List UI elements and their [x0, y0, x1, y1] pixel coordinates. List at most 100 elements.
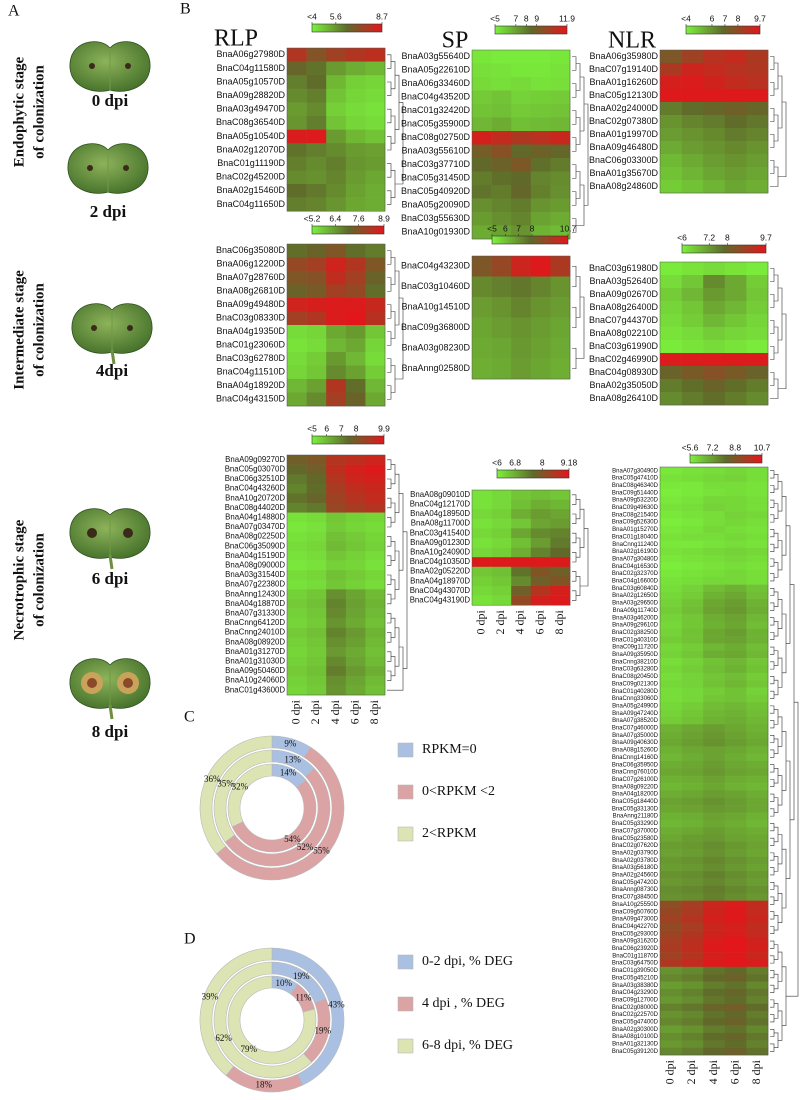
heatmap-cell [491, 90, 512, 105]
heatmap-cell [472, 317, 492, 339]
heatmap-cell [287, 637, 307, 648]
heatmap-cell [724, 878, 747, 887]
heatmap-cell [365, 257, 386, 272]
dendrogram [387, 385, 392, 400]
heatmap-cell [681, 709, 704, 718]
heatmap-cell [511, 528, 532, 539]
heatmap-cell [724, 392, 747, 406]
dendrogram [770, 82, 775, 96]
dendrogram [391, 311, 396, 339]
heatmap-cell [681, 694, 704, 703]
dendrogram [387, 459, 392, 470]
heatmap-cell [511, 509, 532, 520]
heatmap-cell [746, 628, 769, 637]
heatmap-cell [681, 761, 704, 769]
heatmap-cell [660, 878, 682, 887]
dendrogram [395, 627, 400, 667]
dendrogram [395, 74, 400, 130]
heatmap-cell [681, 562, 704, 571]
color-key-label: 7 [514, 13, 519, 23]
heatmap-cell [681, 366, 704, 380]
heatmap-cell [746, 533, 769, 541]
dendrogram [770, 56, 775, 70]
gene-label: BnaA05g10540D [216, 131, 285, 141]
dendrogram [774, 621, 779, 637]
heatmap-cell [491, 256, 512, 277]
heatmap-cell [326, 392, 347, 407]
percent-label: 19% [314, 1025, 331, 1035]
heatmap-cell [681, 606, 704, 615]
heatmap-cell [326, 271, 347, 285]
color-key-label: 7 [339, 423, 344, 433]
gene-label: BnaA01g16260D [589, 77, 658, 87]
heatmap-cell [703, 856, 726, 865]
heatmap-cell [511, 518, 532, 529]
heatmap-cell [365, 608, 386, 619]
heatmap-cell [724, 724, 747, 732]
heatmap-cell [491, 566, 512, 577]
heatmap-cell [681, 115, 704, 129]
heatmap-cell [724, 687, 747, 696]
heatmap-cell [287, 493, 307, 504]
heatmap-cell [703, 952, 726, 960]
heatmap-cell [660, 262, 682, 276]
heatmap-cell [724, 353, 747, 367]
dendrogram [387, 478, 392, 489]
dendrogram [770, 558, 775, 567]
heatmap-cell [681, 856, 704, 865]
stage-label: of colonization [31, 282, 47, 376]
gene-label: BnaC09g51440D [612, 490, 659, 496]
dendrogram [572, 191, 577, 206]
heatmap-cell [550, 509, 571, 520]
heatmap-cell [703, 379, 726, 393]
heatmap-cell [287, 352, 307, 366]
gene-label: BnaA09g40630D [612, 740, 658, 746]
heatmap-cell [306, 570, 327, 581]
heatmap-cell [365, 493, 386, 504]
heatmap-cell [660, 533, 682, 541]
heatmap-cell [326, 197, 347, 212]
heatmap-cell [703, 930, 726, 938]
gene-label: BnaA04g15190D [225, 551, 285, 560]
legend-label: 6-8 dpi, % DEG [422, 1038, 513, 1053]
heatmap-cell [681, 753, 704, 762]
heatmap-cell [660, 496, 682, 505]
heatmap-cell [345, 483, 366, 494]
heatmap-cell [660, 167, 682, 181]
dendrogram [774, 768, 779, 784]
heatmap-cell [530, 566, 551, 577]
heatmap-cell [287, 271, 307, 285]
legend-swatch [397, 742, 414, 758]
gene-label: BnaC02g38250D [612, 630, 659, 636]
heatmap-cell [746, 489, 769, 497]
heatmap-cell [703, 547, 726, 556]
heatmap-cell [746, 819, 769, 828]
heatmap-cell [703, 761, 726, 769]
heatmap-cell [724, 167, 747, 181]
heatmap-cell [511, 358, 532, 380]
dendrogram [387, 81, 392, 96]
heatmap-cell [472, 490, 492, 500]
dendrogram [770, 543, 775, 552]
color-key-label: 9.7 [754, 13, 766, 23]
heatmap-cell [345, 656, 366, 667]
heatmap-cell [472, 509, 492, 520]
heatmap-cell [511, 198, 532, 213]
heatmap-cell [287, 551, 307, 561]
heatmap-cell [550, 77, 571, 91]
heatmap-cell [746, 1010, 769, 1019]
heatmap-cell [660, 827, 682, 835]
heatmap-cell [703, 783, 726, 791]
heatmap-cell [660, 922, 682, 931]
gene-label: BnaC07g44370D [589, 315, 659, 325]
heatmap-cell [703, 981, 726, 990]
gene-label: BnaA02g05220D [410, 567, 470, 576]
panel-label: D [184, 931, 196, 948]
gene-label: BnaA10g25550D [612, 902, 658, 908]
gene-label: BnaC05g33290D [612, 821, 659, 827]
heatmap-cell [306, 170, 327, 185]
percent-label: 36% [204, 774, 221, 784]
heatmap-cell [746, 966, 769, 975]
dendrogram [778, 1010, 783, 1041]
gene-label: BnaA02g30300D [612, 1027, 658, 1033]
